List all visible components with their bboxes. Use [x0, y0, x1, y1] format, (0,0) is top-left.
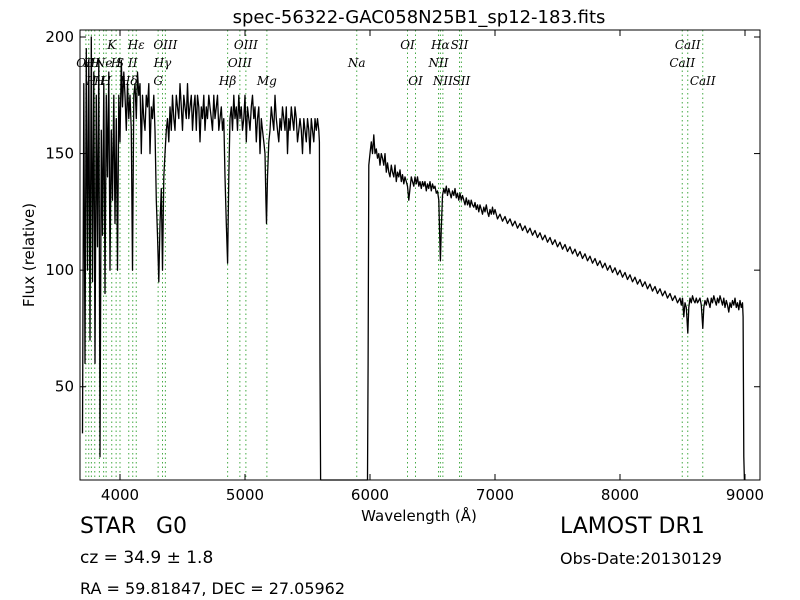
flux-line — [81, 36, 746, 481]
x-tick-label: 6000 — [351, 486, 389, 504]
x-tick-label: 4000 — [101, 486, 139, 504]
y-tick-label: 200 — [45, 28, 74, 46]
x-tick-label: 5000 — [226, 486, 264, 504]
plot-frame — [79, 29, 761, 481]
x-tick-label: 7000 — [476, 486, 514, 504]
spectral-line-labels: OIIHHHHNeHKHSHδIIHεGHγOIIIHβOIIIOIIIMgNa… — [76, 38, 716, 88]
object-class: STAR — [80, 514, 137, 539]
y-axis-ticks: 50 100 150 200 — [45, 28, 760, 396]
x-tick-label: 8000 — [601, 486, 639, 504]
line-label: S — [116, 56, 124, 70]
object-subclass: G0 — [156, 514, 188, 539]
line-label: Hγ — [153, 56, 172, 70]
spectral-line-markers — [85, 30, 704, 480]
line-label: CaII — [690, 74, 716, 88]
line-label: SII — [451, 38, 469, 52]
line-label: II — [127, 56, 138, 70]
line-label: NII — [428, 56, 449, 70]
line-label: Hε — [127, 38, 145, 52]
y-tick-label: 50 — [55, 378, 74, 396]
line-label: H — [100, 74, 112, 88]
line-label: G — [153, 74, 163, 88]
x-tick-label: 9000 — [726, 486, 764, 504]
line-label: Ne — [94, 56, 113, 70]
survey-name: LAMOST DR1 — [560, 514, 705, 539]
line-label: H — [110, 56, 122, 70]
line-label: Hβ — [218, 74, 236, 88]
x-axis-ticks: 4000 5000 6000 7000 8000 9000 — [101, 30, 764, 504]
line-label: OI — [400, 38, 415, 52]
y-tick-label: 150 — [45, 145, 74, 163]
line-label: NII — [432, 74, 453, 88]
x-axis-label: Wavelength (Å) — [361, 506, 477, 525]
y-axis-label: Flux (relative) — [20, 203, 38, 307]
y-tick-label: 100 — [45, 261, 74, 279]
line-label: OIII — [153, 38, 177, 52]
line-label: OIII — [234, 38, 258, 52]
observation-date: Obs-Date:20130129 — [560, 549, 722, 568]
line-label: K — [106, 38, 117, 52]
line-label: Mg — [256, 74, 277, 88]
flux-series — [81, 36, 746, 481]
line-label: CaII — [669, 56, 695, 70]
chart-title: spec-56322-GAC058N25B1_sp12-183.fits — [233, 7, 606, 28]
line-label: SII — [453, 74, 471, 88]
line-label: OIII — [228, 56, 252, 70]
line-label: Na — [347, 56, 366, 70]
redshift-cz: cz = 34.9 ± 1.8 — [80, 548, 214, 568]
ra-dec: RA = 59.81847, DEC = 27.05962 — [80, 579, 346, 598]
line-label: OI — [408, 74, 423, 88]
line-label: CaII — [675, 38, 701, 52]
line-label: Hα — [430, 38, 450, 52]
